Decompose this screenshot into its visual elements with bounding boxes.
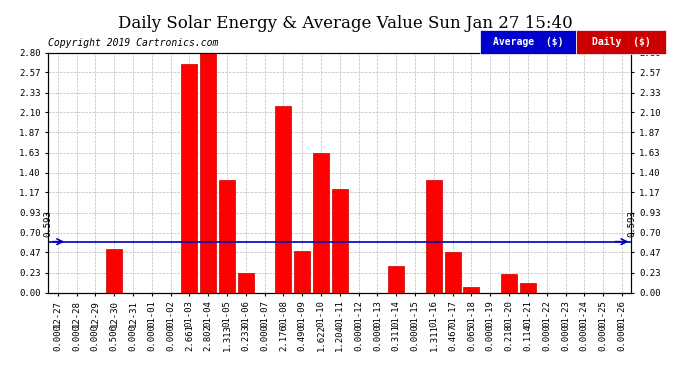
Text: Average  ($): Average ($) xyxy=(493,37,563,47)
Text: 0.000: 0.000 xyxy=(260,324,269,351)
Text: 0.000: 0.000 xyxy=(147,324,156,351)
Text: 0.000: 0.000 xyxy=(599,324,608,351)
Text: 0.000: 0.000 xyxy=(411,324,420,351)
Text: 0.490: 0.490 xyxy=(297,324,307,351)
Text: 2.802: 2.802 xyxy=(204,324,213,351)
Text: 2.661: 2.661 xyxy=(185,324,194,351)
Bar xyxy=(219,180,235,292)
Text: 0.000: 0.000 xyxy=(72,324,81,351)
Text: 0.593: 0.593 xyxy=(628,210,637,237)
Text: 0.000: 0.000 xyxy=(128,324,137,351)
Bar xyxy=(200,53,216,292)
Text: 0.000: 0.000 xyxy=(486,324,495,351)
Text: Daily  ($): Daily ($) xyxy=(592,37,651,47)
Text: 0.000: 0.000 xyxy=(580,324,589,351)
Bar xyxy=(464,287,480,292)
Bar xyxy=(181,64,197,292)
Bar xyxy=(520,283,536,292)
Bar xyxy=(332,189,348,292)
Text: 0.114: 0.114 xyxy=(524,324,533,351)
Text: 0.065: 0.065 xyxy=(467,324,476,351)
Bar xyxy=(444,252,461,292)
Bar xyxy=(106,249,122,292)
Bar xyxy=(313,153,329,292)
Text: 0.000: 0.000 xyxy=(618,324,627,351)
Text: 0.000: 0.000 xyxy=(354,324,363,351)
Bar xyxy=(294,251,310,292)
Bar xyxy=(388,266,404,292)
Text: 0.506: 0.506 xyxy=(110,324,119,351)
Text: 0.000: 0.000 xyxy=(91,324,100,351)
Text: 0.218: 0.218 xyxy=(504,324,513,351)
Text: 0.233: 0.233 xyxy=(241,324,250,351)
Text: Copyright 2019 Cartronics.com: Copyright 2019 Cartronics.com xyxy=(48,38,219,48)
Text: 1.311: 1.311 xyxy=(429,324,438,351)
Text: 1.622: 1.622 xyxy=(317,324,326,351)
Text: 0.000: 0.000 xyxy=(53,324,62,351)
Text: 0.311: 0.311 xyxy=(392,324,401,351)
Text: 0.593: 0.593 xyxy=(43,210,53,237)
Text: 1.204: 1.204 xyxy=(335,324,344,351)
Text: Daily Solar Energy & Average Value Sun Jan 27 15:40: Daily Solar Energy & Average Value Sun J… xyxy=(117,15,573,32)
Text: 0.000: 0.000 xyxy=(166,324,175,351)
Bar xyxy=(275,106,291,292)
Text: 0.000: 0.000 xyxy=(542,324,551,351)
Bar xyxy=(501,274,517,292)
Bar xyxy=(426,180,442,292)
Text: 0.000: 0.000 xyxy=(561,324,570,351)
Bar xyxy=(238,273,254,292)
Text: 2.176: 2.176 xyxy=(279,324,288,351)
Text: 0.000: 0.000 xyxy=(373,324,382,351)
Text: 1.313: 1.313 xyxy=(222,324,231,351)
Text: 0.467: 0.467 xyxy=(448,324,457,351)
